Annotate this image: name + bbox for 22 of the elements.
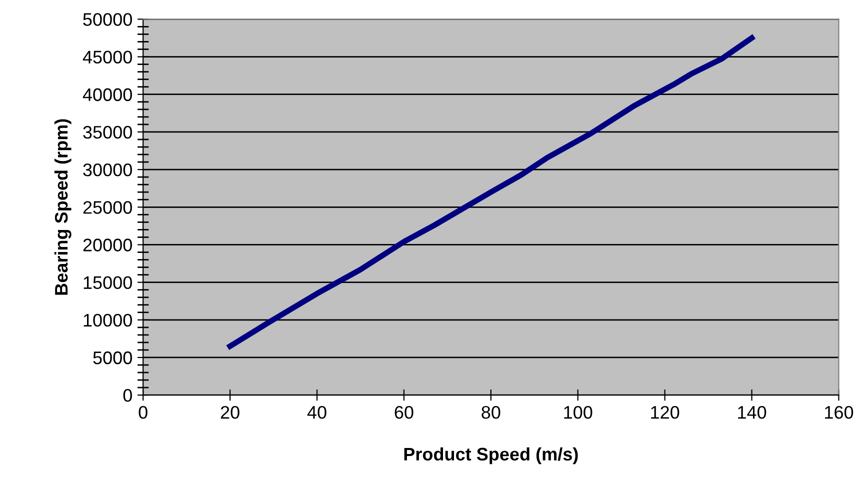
x-axis-title: Product Speed (m/s)	[404, 447, 578, 464]
x-tick-label: 140	[738, 406, 766, 419]
y-tick-label: 25000	[83, 201, 132, 214]
y-axis-title: Bearing Speed (rpm)	[54, 119, 72, 295]
y-tick-label: 50000	[83, 13, 132, 26]
y-tick-label: 35000	[83, 126, 132, 139]
y-tick-label: 10000	[84, 314, 132, 327]
y-tick-label: 5000	[93, 351, 132, 364]
x-tick-label: 40	[307, 406, 326, 419]
x-tick-label: 120	[651, 406, 680, 419]
x-tick-label: 160	[825, 406, 854, 419]
x-tick-label: 100	[564, 406, 592, 419]
y-tick-label: 30000	[83, 163, 132, 176]
x-tick-label: 80	[482, 406, 500, 419]
y-tick-label: 40000	[82, 88, 132, 102]
x-tick-label: 60	[394, 406, 414, 419]
y-tick-label: 45000	[82, 50, 132, 64]
y-tick-label: 0	[123, 389, 132, 402]
x-tick-label: 20	[220, 406, 240, 419]
x-tick-label: 0	[138, 406, 148, 419]
y-tick-label: 15000	[84, 276, 132, 290]
y-tick-label: 20000	[83, 238, 132, 252]
